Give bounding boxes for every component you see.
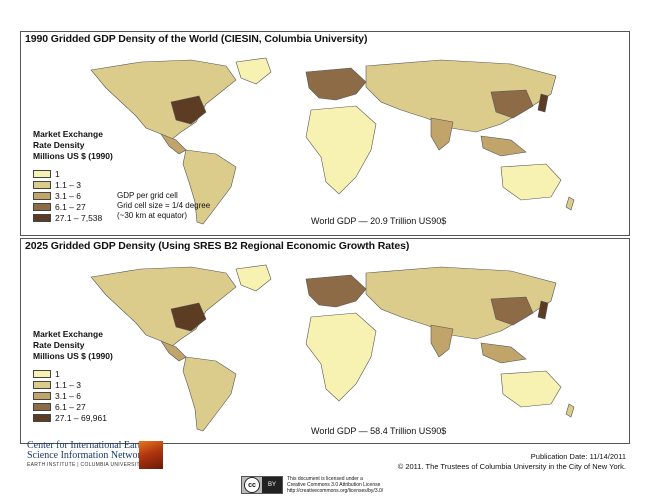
australia-region <box>500 163 562 201</box>
legend-title: Market Exchange Rate Density Millions US… <box>33 329 113 361</box>
legend-swatch <box>33 391 51 400</box>
legend-swatch <box>33 380 51 389</box>
legend-item: 6.1 – 27 <box>33 401 113 412</box>
legend-item: 1.1 – 3 <box>33 379 113 390</box>
legend-swatch <box>33 202 51 211</box>
publication-date: Publication Date: 11/14/2011 <box>530 452 626 461</box>
legend-label: 1.1 – 3 <box>55 179 81 190</box>
legend-item: 3.1 – 6 <box>33 190 113 201</box>
legend-item: 1 <box>33 168 113 179</box>
legend-label: 1 <box>55 368 60 379</box>
org-name-line1: Center for International Earth <box>27 440 146 451</box>
north-america-region <box>90 59 237 141</box>
license-text: This document is licensed under a Creati… <box>287 476 384 494</box>
map-title: 1990 Gridded GDP Density of the World (C… <box>25 33 368 45</box>
southeast-asia-region <box>480 135 527 157</box>
japan-region <box>537 93 549 113</box>
india-region <box>430 117 454 151</box>
legend-item: 3.1 – 6 <box>33 390 113 401</box>
cc-license-icon[interactable]: cc BY <box>241 476 283 494</box>
eastern-us-region <box>170 95 207 125</box>
by-icon: BY <box>262 477 282 493</box>
southeast-asia-region <box>480 342 527 364</box>
east-asia-region <box>490 89 534 119</box>
legend-label: 6.1 – 27 <box>55 401 86 412</box>
legend-swatch <box>33 169 51 178</box>
south-america-region <box>182 356 237 432</box>
south-america-region <box>182 149 237 225</box>
eastern-us-region <box>170 302 207 332</box>
africa-region <box>305 105 377 195</box>
new-zealand-region <box>565 403 575 418</box>
org-name-line2: Science Information Network <box>27 450 146 461</box>
legend-swatch <box>33 191 51 200</box>
legend-label: 3.1 – 6 <box>55 390 81 401</box>
europe-region <box>305 274 367 308</box>
greenland-region <box>235 264 272 292</box>
new-zealand-region <box>565 196 575 211</box>
map-legend: Market Exchange Rate Density Millions US… <box>33 329 113 423</box>
grid-note: GDP per grid cell Grid cell size = 1/4 d… <box>117 191 211 220</box>
world-gdp-total: World GDP — 58.4 Trillion US90$ <box>311 426 447 436</box>
org-affiliation: EARTH INSTITUTE | COLUMBIA UNIVERSITY <box>27 462 144 468</box>
logo-image <box>139 441 163 469</box>
ciesin-logo[interactable]: Center for International Earth Science I… <box>27 440 163 471</box>
world-map-1990 <box>90 57 575 225</box>
map-panel-1990: 1990 Gridded GDP Density of the World (C… <box>20 31 630 236</box>
legend-label: 1 <box>55 168 60 179</box>
legend-item: 27.1 – 69,961 <box>33 412 113 423</box>
japan-region <box>537 300 549 320</box>
central-america-region <box>160 340 187 362</box>
copyright-notice: © 2011. The Trustees of Columbia Univers… <box>397 462 626 471</box>
legend-title: Market Exchange Rate Density Millions US… <box>33 129 113 161</box>
publication-info: Publication Date: 11/14/2011 © 2011. The… <box>398 452 626 472</box>
license-link[interactable]: http://creativecommons.org/licenses/by/3… <box>287 488 384 494</box>
greenland-region <box>235 57 272 85</box>
map-legend: Market Exchange Rate Density Millions US… <box>33 129 113 223</box>
map-title: 2025 Gridded GDP Density (Using SRES B2 … <box>25 240 410 252</box>
europe-region <box>305 67 367 101</box>
legend-label: 6.1 – 27 <box>55 201 86 212</box>
central-america-region <box>160 133 187 155</box>
legend-label: 1.1 – 3 <box>55 379 81 390</box>
map-panel-2025: 2025 Gridded GDP Density (Using SRES B2 … <box>20 238 630 444</box>
africa-region <box>305 312 377 402</box>
legend-swatch <box>33 402 51 411</box>
india-region <box>430 324 454 358</box>
world-gdp-total: World GDP — 20.9 Trillion US90$ <box>311 216 447 226</box>
legend-item: 1.1 – 3 <box>33 179 113 190</box>
legend-item: 6.1 – 27 <box>33 201 113 212</box>
world-map-2025 <box>90 264 575 432</box>
north-america-region <box>90 266 237 348</box>
legend-label: 27.1 – 69,961 <box>55 412 107 423</box>
legend-swatch <box>33 369 51 378</box>
cc-icon: cc <box>244 477 260 493</box>
legend-swatch <box>33 213 51 222</box>
legend-swatch <box>33 180 51 189</box>
australia-region <box>500 370 562 408</box>
legend-item: 27.1 – 7,538 <box>33 212 113 223</box>
legend-label: 3.1 – 6 <box>55 190 81 201</box>
legend-label: 27.1 – 7,538 <box>55 212 103 223</box>
east-asia-region <box>490 296 534 326</box>
legend-swatch <box>33 413 51 422</box>
legend-item: 1 <box>33 368 113 379</box>
